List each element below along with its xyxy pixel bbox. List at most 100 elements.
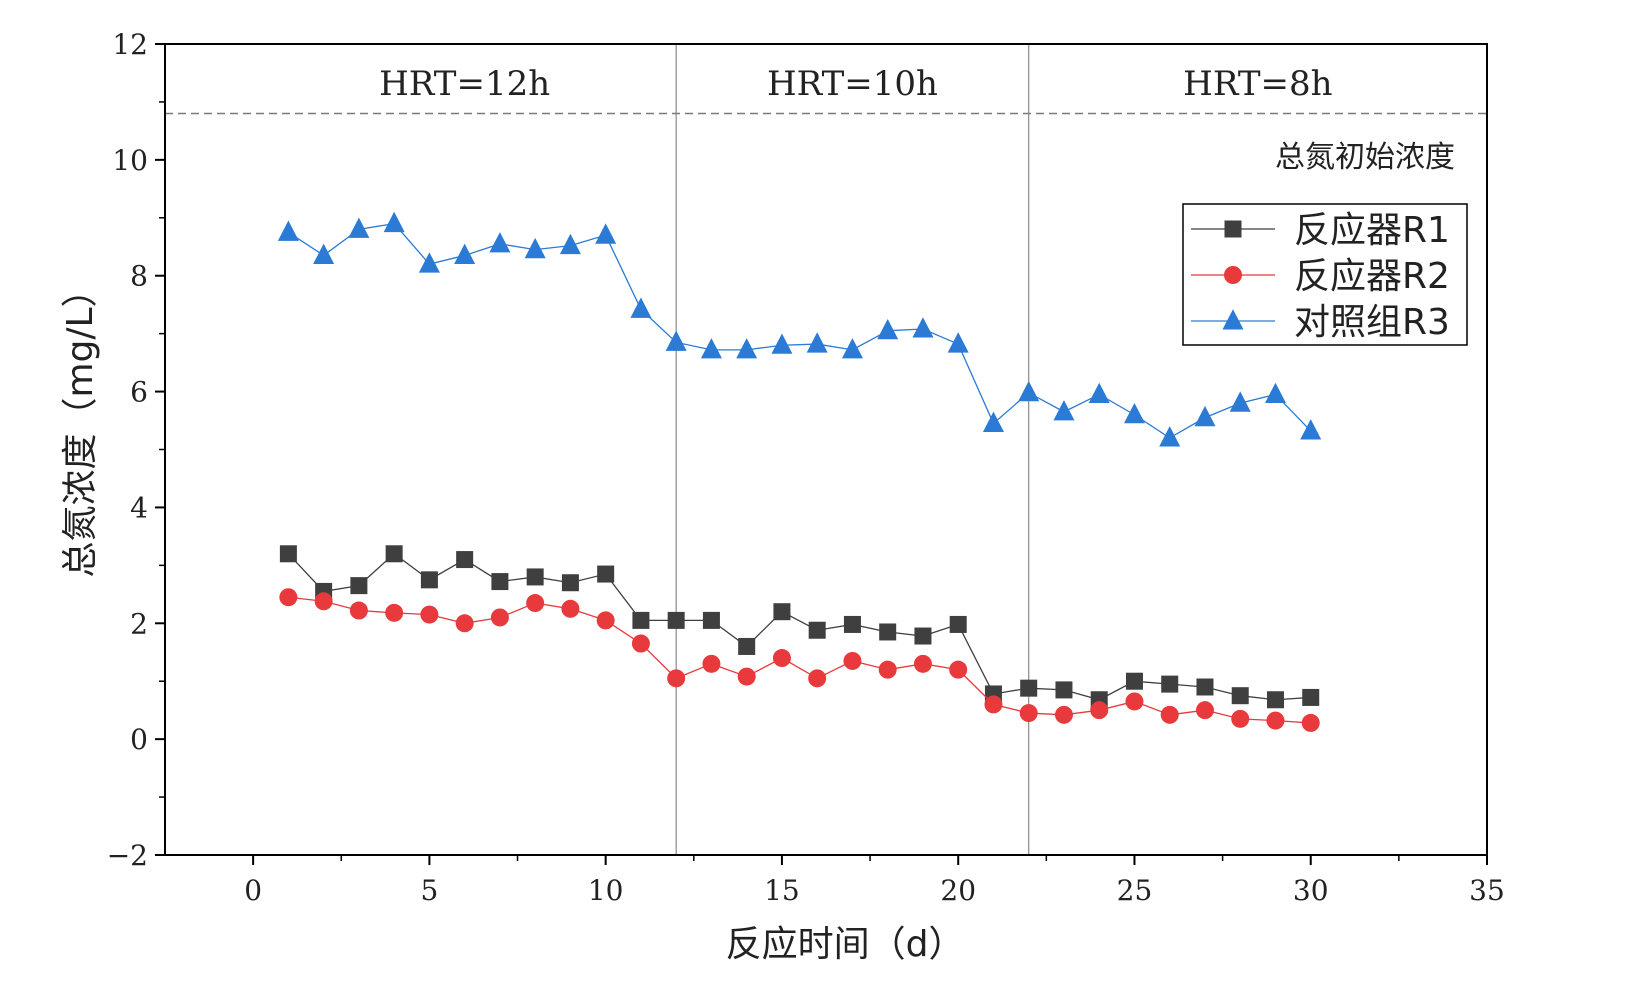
data-point — [843, 615, 861, 633]
data-point — [1055, 681, 1073, 699]
data-point — [418, 252, 440, 273]
legend-label: 对照组R3 — [1294, 302, 1450, 343]
data-point — [277, 220, 299, 241]
data-point — [526, 568, 544, 586]
x-tick-label: 15 — [764, 874, 800, 907]
data-point — [559, 233, 581, 255]
reference-line-label: 总氮初始浓度 — [1275, 140, 1455, 175]
legend-marker — [1222, 309, 1244, 330]
legend-label: 反应器R1 — [1294, 210, 1450, 251]
data-point — [702, 611, 720, 629]
data-point — [454, 243, 476, 264]
data-point — [984, 695, 1003, 714]
data-point — [491, 573, 509, 591]
data-point — [630, 297, 652, 318]
data-point — [1301, 713, 1320, 732]
data-point — [1019, 704, 1038, 723]
axes-layer: 0 5 10 15 20 25 30 35 −2 0 2 4 6 8 10 12 — [107, 28, 1505, 907]
data-point — [877, 318, 899, 340]
x-tick-label: 35 — [1469, 874, 1505, 907]
data-point — [561, 599, 580, 618]
data-point — [1125, 672, 1143, 690]
data-point — [1266, 711, 1285, 730]
data-point — [313, 243, 335, 264]
data-point — [949, 660, 968, 679]
phase-label: HRT=12h — [379, 64, 550, 104]
data-point — [912, 317, 934, 338]
y-axis-label: 总氮浓度（mg/L） — [60, 271, 101, 577]
data-point — [772, 649, 791, 668]
data-point — [385, 603, 404, 622]
data-point — [350, 577, 368, 595]
data-point — [385, 545, 403, 563]
data-point — [420, 571, 438, 589]
data-point — [808, 669, 827, 688]
data-point — [1302, 688, 1320, 706]
data-point — [1090, 701, 1109, 720]
data-point — [383, 211, 405, 233]
y-tick-label: 4 — [130, 491, 148, 524]
data-point — [1194, 405, 1216, 427]
x-tick-label: 30 — [1293, 874, 1329, 907]
data-point — [1161, 675, 1179, 693]
data-point — [736, 338, 758, 359]
data-point — [806, 332, 828, 353]
data-point — [700, 338, 722, 359]
data-point — [1266, 691, 1284, 709]
x-axis-label: 反应时间（d） — [726, 924, 965, 965]
data-point — [879, 623, 897, 641]
data-point — [947, 332, 969, 353]
phase-labels: HRT=12h HRT=10h HRT=8h — [379, 64, 1332, 104]
data-point — [1195, 701, 1214, 720]
y-tick-label: 6 — [130, 376, 148, 409]
y-tick-label: 0 — [130, 723, 148, 756]
data-point — [456, 551, 474, 569]
data-point — [420, 605, 439, 624]
data-point — [808, 621, 826, 639]
legend-marker — [1224, 266, 1242, 284]
data-point — [526, 594, 545, 613]
data-point — [1020, 679, 1038, 697]
x-tick-label: 0 — [244, 874, 262, 907]
data-point — [913, 654, 932, 673]
x-tick-label: 10 — [588, 874, 624, 907]
data-point — [1018, 380, 1040, 402]
y-tick-label: 2 — [130, 607, 148, 640]
reference-line-layer: 总氮初始浓度 — [165, 112, 1487, 175]
x-tick-label: 5 — [420, 874, 438, 907]
data-point — [1231, 709, 1250, 728]
y-tick-label: 12 — [112, 28, 148, 61]
legend-label: 反应器R2 — [1294, 256, 1450, 297]
data-point — [667, 669, 686, 688]
x-tick-label: 25 — [1117, 874, 1153, 907]
data-point — [1231, 687, 1249, 705]
data-point — [1123, 402, 1145, 424]
data-point — [914, 627, 932, 645]
legend: 反应器R1 反应器R2 对照组R3 — [1182, 203, 1468, 346]
data-point — [279, 588, 298, 607]
data-point — [878, 660, 897, 679]
data-point — [1054, 705, 1073, 724]
y-tick-label: 8 — [130, 260, 148, 293]
data-point — [489, 232, 511, 253]
data-point — [595, 223, 617, 244]
data-point — [1088, 382, 1110, 404]
data-point — [982, 411, 1004, 432]
data-point — [737, 667, 756, 686]
phase-label: HRT=8h — [1183, 64, 1332, 104]
data-point — [348, 217, 370, 238]
data-point — [1125, 692, 1144, 711]
data-point — [597, 565, 615, 583]
y-tick-label: 10 — [112, 144, 148, 177]
data-point — [1160, 705, 1179, 724]
data-point — [1229, 391, 1251, 412]
data-point — [1196, 678, 1214, 696]
data-point — [702, 654, 721, 673]
data-point — [1053, 400, 1075, 421]
data-point — [631, 634, 650, 653]
data-point — [561, 574, 579, 592]
data-point — [773, 603, 791, 621]
data-point — [524, 237, 546, 259]
